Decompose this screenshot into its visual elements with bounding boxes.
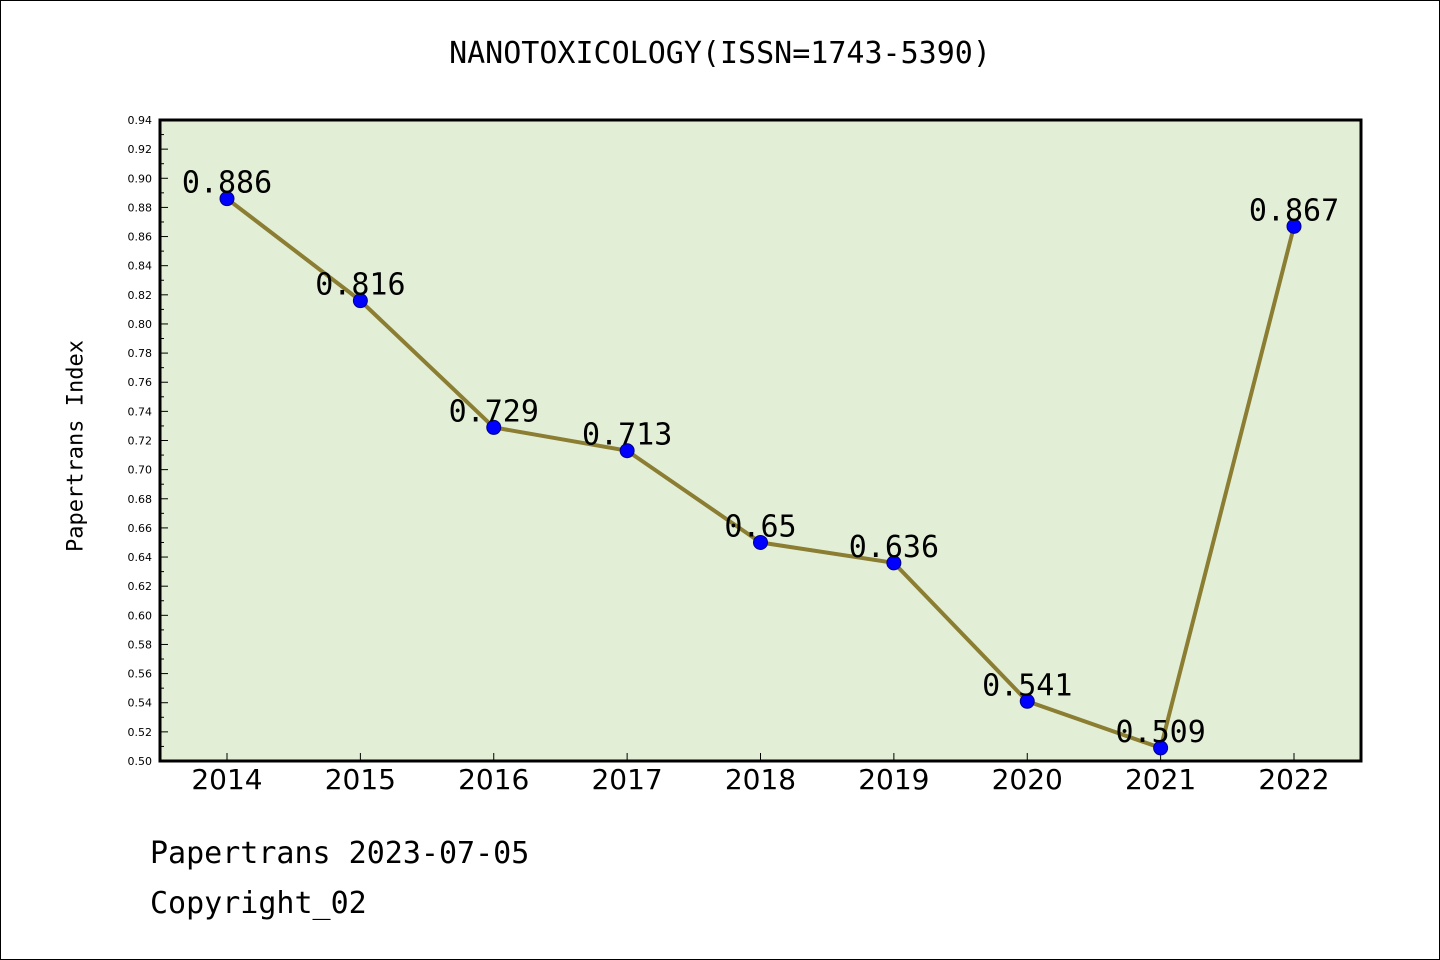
data-point-2016 <box>486 419 502 435</box>
data-label-2022: 0.867 <box>1249 193 1339 228</box>
footer-date-line: Papertrans 2023-07-05 <box>150 836 530 871</box>
chart-title: NANOTOXICOLOGY(ISSN=1743-5390) <box>449 36 991 71</box>
data-point-2021 <box>1153 740 1169 756</box>
x-tick-label: 2017 <box>591 763 662 796</box>
data-point-2022 <box>1286 218 1302 234</box>
y-tick-label: 0.90 <box>128 172 153 185</box>
y-tick-label: 0.92 <box>128 143 153 156</box>
y-tick-label: 0.72 <box>128 435 153 448</box>
y-tick-label: 0.94 <box>128 114 153 127</box>
x-tick-label: 2020 <box>992 763 1063 796</box>
data-label-2020: 0.541 <box>982 668 1072 703</box>
data-label-2014: 0.886 <box>182 166 272 201</box>
y-tick-label: 0.84 <box>128 260 153 273</box>
data-point-2020 <box>1019 693 1035 709</box>
y-tick-label: 0.68 <box>128 493 153 506</box>
x-tick-label: 2019 <box>858 763 929 796</box>
data-point-2015 <box>352 293 368 309</box>
x-tick-label: 2022 <box>1258 763 1329 796</box>
data-point-2014 <box>219 191 235 207</box>
data-label-2021: 0.509 <box>1115 715 1205 750</box>
y-tick-label: 0.82 <box>128 289 153 302</box>
y-tick-label: 0.70 <box>128 464 153 477</box>
x-tick-label: 2021 <box>1125 763 1196 796</box>
y-tick-label: 0.56 <box>128 668 153 681</box>
y-tick-label: 0.50 <box>128 755 153 768</box>
data-labels-group: 0.886 0.816 0.729 0.713 0.65 0.636 0.541 0.509 0… <box>182 166 1339 750</box>
y-tick-label: 0.80 <box>128 318 153 331</box>
x-tick-label: 2015 <box>325 763 396 796</box>
y-tick-label: 0.78 <box>128 347 153 360</box>
data-label-2016: 0.729 <box>449 394 539 429</box>
plot-area <box>158 118 1363 763</box>
data-label-2017: 0.713 <box>582 418 672 453</box>
y-tick-label: 0.66 <box>128 522 153 535</box>
x-tick-label: 2014 <box>191 763 262 796</box>
y-axis: 0.50 0.52 0.54 0.56 0.58 0.60 0.62 0.64 0.66 0.68… <box>128 114 168 768</box>
y-tick-label: 0.64 <box>128 551 153 564</box>
data-point-2018 <box>753 534 768 550</box>
data-label-2015: 0.816 <box>315 268 405 303</box>
y-tick-label: 0.62 <box>128 580 153 593</box>
y-tick-label: 0.86 <box>128 231 153 244</box>
y-tick-label: 0.74 <box>128 405 153 418</box>
footer-copyright-line: Copyright_02 <box>150 886 367 921</box>
y-tick-label: 0.58 <box>128 638 153 651</box>
y-tick-label: 0.88 <box>128 201 153 214</box>
data-point-2019 <box>886 555 902 571</box>
y-tick-label: 0.52 <box>128 726 153 739</box>
data-label-2019: 0.636 <box>849 530 939 565</box>
x-tick-label: 2016 <box>458 763 529 796</box>
data-point-2017 <box>619 443 635 459</box>
x-tick-label: 2018 <box>725 763 796 796</box>
x-axis: 2014 2015 2016 2017 2018 2019 2020 2021 2022 <box>191 753 1330 796</box>
markers-group <box>219 191 1302 756</box>
y-tick-label: 0.60 <box>128 609 153 622</box>
y-tick-label: 0.76 <box>128 376 153 389</box>
data-label-2018: 0.65 <box>724 509 796 544</box>
y-tick-label: 0.54 <box>128 697 153 710</box>
